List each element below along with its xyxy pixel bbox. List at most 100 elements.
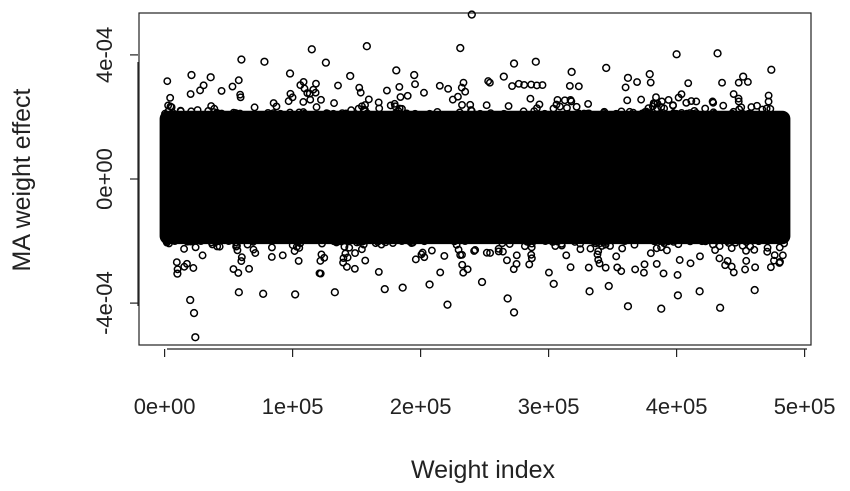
data-point	[741, 265, 750, 274]
data-point	[509, 265, 518, 274]
data-point	[762, 104, 771, 113]
data-point	[420, 253, 429, 262]
y-tick-label: -4e-04	[92, 271, 117, 335]
outlier-point	[750, 285, 759, 295]
data-point	[780, 239, 789, 248]
data-point	[418, 248, 427, 257]
data-point	[237, 257, 246, 266]
outlier-point	[392, 66, 401, 75]
data-point	[228, 82, 237, 91]
data-point	[657, 243, 665, 252]
data-point	[593, 250, 602, 259]
data-point	[193, 106, 202, 114]
data-point	[662, 246, 671, 255]
data-point	[161, 109, 169, 118]
data-point	[388, 239, 397, 248]
data-point	[734, 97, 743, 106]
data-point	[763, 247, 772, 256]
data-point	[708, 97, 717, 106]
data-point	[728, 109, 736, 118]
outlier-point	[477, 277, 487, 287]
data-point	[747, 103, 756, 112]
data-point	[482, 101, 491, 110]
data-point	[420, 88, 428, 97]
data-point	[750, 245, 759, 254]
data-point	[572, 102, 581, 111]
data-point	[278, 251, 287, 260]
data-point	[198, 251, 207, 260]
outlier-point	[604, 281, 613, 291]
data-point	[433, 107, 442, 116]
outlier-point	[173, 269, 182, 278]
data-point	[526, 94, 535, 103]
outlier-point	[602, 63, 611, 73]
data-point	[625, 107, 634, 116]
data-point	[299, 77, 308, 86]
data-point	[653, 104, 661, 113]
data-point	[340, 242, 349, 251]
data-point	[650, 237, 659, 246]
outlier-point	[291, 290, 300, 299]
data-point	[285, 108, 294, 117]
data-point	[374, 267, 383, 276]
data-point	[715, 254, 724, 263]
x-tick-label: 4e+05	[646, 394, 708, 419]
data-point	[332, 238, 341, 247]
data-point	[237, 253, 246, 262]
data-point	[562, 251, 571, 260]
data-point	[249, 245, 258, 254]
data-point	[463, 265, 472, 274]
data-point	[591, 239, 600, 248]
data-points	[161, 10, 789, 342]
data-point	[330, 99, 339, 108]
data-point	[764, 97, 773, 106]
data-point	[303, 89, 312, 98]
data-point	[316, 269, 325, 278]
data-point	[620, 237, 629, 246]
data-point	[187, 237, 195, 246]
outlier-point	[549, 279, 558, 289]
data-point	[677, 109, 686, 117]
data-point	[296, 239, 305, 248]
data-point	[196, 237, 205, 246]
data-point	[357, 245, 366, 254]
data-point	[686, 237, 695, 246]
x-tick-label: 3e+05	[518, 394, 580, 419]
outlier-point	[585, 287, 594, 296]
data-point	[687, 97, 696, 105]
data-point	[386, 101, 395, 110]
data-point	[519, 107, 528, 116]
data-point	[435, 81, 444, 90]
data-point	[276, 109, 285, 118]
data-point	[318, 239, 326, 248]
outlier-point	[695, 287, 704, 296]
outlier-point	[509, 308, 519, 317]
data-point	[183, 259, 191, 268]
data-point	[484, 77, 493, 86]
data-point	[766, 263, 775, 272]
data-point	[672, 109, 681, 118]
data-point	[211, 237, 220, 246]
data-point	[584, 263, 593, 272]
data-point	[664, 95, 673, 104]
data-point	[631, 265, 640, 274]
data-point	[350, 264, 359, 273]
data-point	[444, 84, 453, 93]
data-point	[584, 99, 593, 108]
data-point	[505, 240, 514, 248]
data-point	[527, 239, 536, 248]
data-point	[397, 237, 406, 246]
data-point	[639, 268, 648, 277]
data-point	[459, 78, 468, 87]
data-point	[735, 105, 744, 114]
x-tick-label: 1e+05	[262, 394, 324, 419]
data-point	[618, 244, 627, 253]
data-point	[359, 237, 368, 246]
data-point	[669, 109, 678, 118]
data-point	[734, 94, 743, 103]
data-point	[458, 250, 466, 259]
x-tick-label: 2e+05	[390, 394, 452, 419]
y-tick-label: 4e-04	[92, 27, 117, 83]
data-point	[498, 239, 507, 248]
data-point	[527, 250, 536, 259]
